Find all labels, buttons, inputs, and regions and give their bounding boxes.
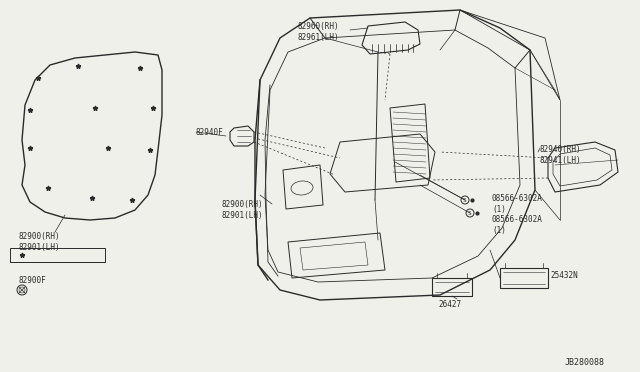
Text: 08566-6302A
(1): 08566-6302A (1) (492, 194, 543, 214)
Text: 26427: 26427 (438, 300, 461, 309)
Text: S: S (468, 211, 472, 215)
Text: 82900(RH)
82901(LH): 82900(RH) 82901(LH) (222, 200, 264, 220)
Text: 82900(RH)
82901(LH): 82900(RH) 82901(LH) (18, 232, 60, 252)
Text: 25432N: 25432N (550, 272, 578, 280)
Text: 82940F: 82940F (195, 128, 223, 137)
Text: 82960(RH)
82961(LH): 82960(RH) 82961(LH) (298, 22, 340, 42)
Text: 82940(RH)
82941(LH): 82940(RH) 82941(LH) (540, 145, 582, 165)
Bar (10, 248, 105, 262)
Text: S: S (463, 198, 467, 202)
Text: 08566-6302A
(1): 08566-6302A (1) (492, 215, 543, 235)
Text: JB280088: JB280088 (565, 358, 605, 367)
Text: 82900F: 82900F (18, 276, 45, 285)
